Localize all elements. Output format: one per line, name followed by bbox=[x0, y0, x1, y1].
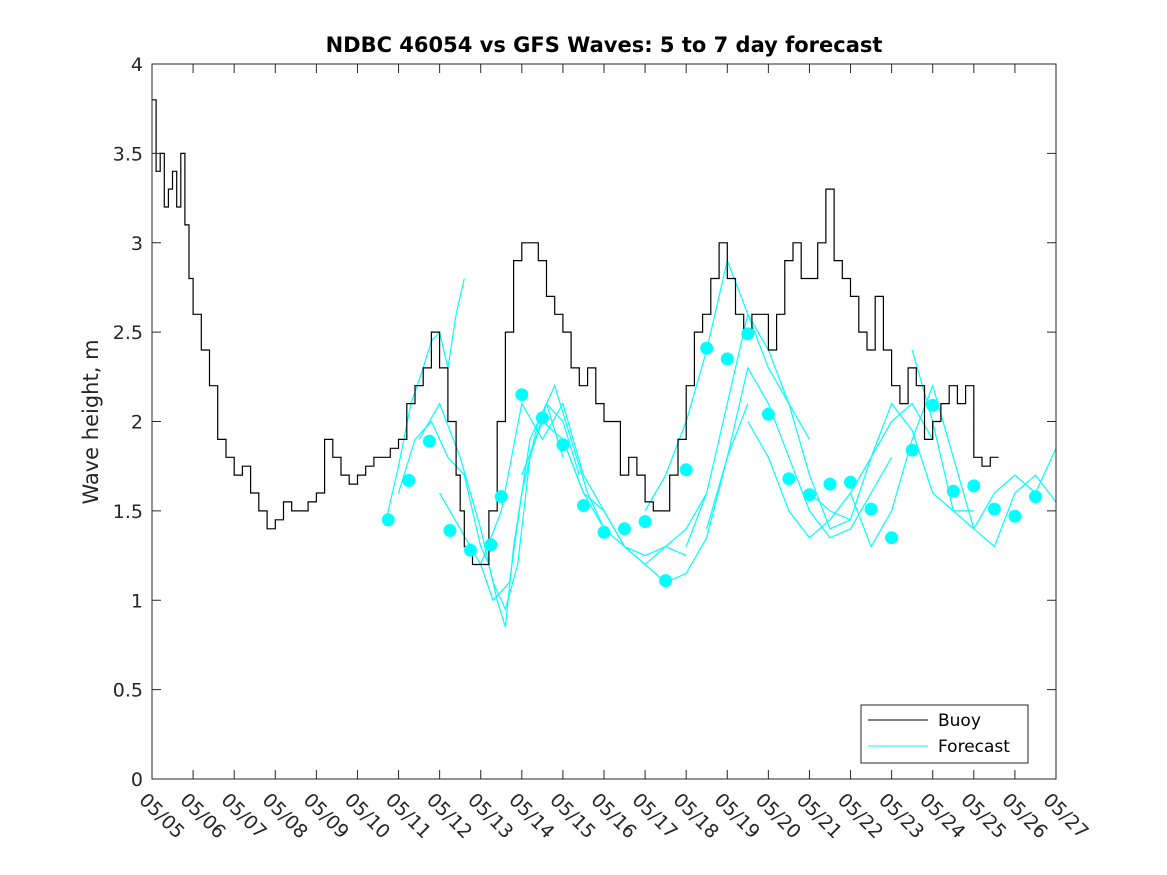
x-tick-label: 05/16 bbox=[586, 789, 640, 843]
x-tick-label: 05/17 bbox=[628, 789, 682, 843]
x-tick-label: 05/20 bbox=[751, 789, 805, 843]
x-tick-label: 05/12 bbox=[422, 789, 476, 843]
legend-forecast-label: Forecast bbox=[938, 737, 1010, 757]
forecast-line-14 bbox=[911, 349, 1057, 530]
forecast-point bbox=[515, 388, 529, 402]
forecast-line-6 bbox=[521, 420, 708, 557]
buoy-line bbox=[152, 99, 999, 566]
forecast-point bbox=[1008, 509, 1022, 523]
forecast-point bbox=[987, 502, 1001, 516]
y-tick-label: 3 bbox=[131, 233, 143, 255]
forecast-point bbox=[946, 484, 960, 498]
y-tick-label: 2 bbox=[131, 412, 143, 434]
forecast-point bbox=[597, 525, 611, 539]
forecast-point bbox=[679, 463, 693, 477]
buoy-series bbox=[152, 99, 999, 566]
y-tick-label: 3.5 bbox=[113, 143, 143, 165]
forecast-markers bbox=[381, 327, 1042, 588]
forecast-point bbox=[535, 411, 549, 425]
forecast-point bbox=[700, 341, 714, 355]
x-tick-label: 05/19 bbox=[710, 789, 764, 843]
forecast-line-7 bbox=[562, 403, 749, 584]
forecast-point bbox=[659, 574, 673, 588]
forecast-point bbox=[556, 438, 570, 452]
forecast-line-12 bbox=[809, 402, 974, 521]
y-tick-label: 2.5 bbox=[113, 322, 143, 344]
forecast-point bbox=[905, 443, 919, 457]
forecast-point bbox=[422, 434, 436, 448]
y-axis-label: Wave height, m bbox=[79, 339, 103, 504]
x-tick-label: 05/18 bbox=[669, 789, 723, 843]
forecast-series bbox=[385, 258, 1057, 628]
forecast-line-11 bbox=[747, 402, 934, 539]
x-tick-label: 05/09 bbox=[299, 789, 353, 843]
forecast-line-3 bbox=[418, 402, 580, 611]
x-tick-label: 05/23 bbox=[874, 789, 928, 843]
forecast-line-5 bbox=[480, 401, 687, 566]
forecast-point bbox=[803, 488, 816, 502]
x-tick-label: 05/24 bbox=[915, 789, 969, 843]
forecast-point bbox=[885, 531, 899, 545]
x-tick-label: 05/13 bbox=[463, 789, 517, 843]
y-tick-label: 0 bbox=[131, 769, 143, 791]
forecast-point bbox=[464, 543, 477, 557]
forecast-point bbox=[761, 407, 775, 421]
forecast-line-13 bbox=[849, 383, 1057, 548]
x-tick-label: 05/11 bbox=[381, 789, 435, 843]
x-tick-label: 05/05 bbox=[134, 789, 188, 843]
forecast-point bbox=[494, 490, 508, 504]
x-tick-label: 05/07 bbox=[217, 789, 271, 843]
forecast-point bbox=[864, 502, 878, 516]
forecast-point bbox=[823, 477, 837, 491]
forecast-point bbox=[577, 499, 590, 512]
forecast-point bbox=[484, 538, 498, 552]
x-tick-label: 05/21 bbox=[792, 789, 846, 843]
forecast-point bbox=[720, 352, 734, 366]
x-tick-label: 05/10 bbox=[340, 789, 394, 843]
y-tick-label: 1 bbox=[131, 590, 143, 612]
forecast-point bbox=[1029, 490, 1042, 504]
y-tick-label: 4 bbox=[131, 54, 143, 76]
forecast-point bbox=[967, 479, 981, 493]
y-tick-label: 1.5 bbox=[113, 501, 143, 523]
x-tick-label: 05/15 bbox=[545, 789, 599, 843]
y-tick-label: 0.5 bbox=[113, 680, 143, 702]
forecast-point bbox=[782, 472, 796, 486]
forecast-point bbox=[926, 398, 940, 412]
x-tick-label: 05/06 bbox=[176, 789, 230, 843]
legend-buoy-label: Buoy bbox=[938, 711, 981, 731]
x-tick-label: 05/08 bbox=[258, 789, 312, 843]
chart-title: NDBC 46054 vs GFS Waves: 5 to 7 day fore… bbox=[326, 33, 883, 57]
x-tick-label: 05/26 bbox=[997, 789, 1051, 843]
legend: Buoy Forecast bbox=[860, 704, 1029, 764]
forecast-point bbox=[741, 327, 755, 341]
forecast-point bbox=[844, 475, 857, 489]
forecast-line-10 bbox=[706, 366, 893, 539]
forecast-point bbox=[402, 474, 416, 487]
forecast-point bbox=[381, 513, 395, 527]
x-tick-label: 05/14 bbox=[504, 789, 558, 843]
y-axis: 0 0.5 1 1.5 2 2.5 3 3.5 4 bbox=[113, 54, 1056, 791]
x-tick-label: 05/25 bbox=[956, 789, 1010, 843]
legend-box bbox=[860, 704, 1029, 764]
forecast-point bbox=[443, 524, 457, 537]
x-tick-label: 05/27 bbox=[1038, 789, 1092, 843]
forecast-point bbox=[618, 522, 631, 536]
x-tick-label: 05/22 bbox=[833, 789, 887, 843]
forecast-point bbox=[638, 515, 652, 529]
